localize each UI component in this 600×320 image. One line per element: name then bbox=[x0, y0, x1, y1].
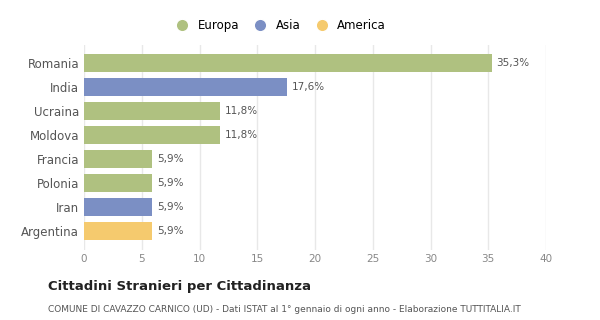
Text: COMUNE DI CAVAZZO CARNICO (UD) - Dati ISTAT al 1° gennaio di ogni anno - Elabora: COMUNE DI CAVAZZO CARNICO (UD) - Dati IS… bbox=[48, 305, 521, 314]
Text: 5,9%: 5,9% bbox=[157, 226, 183, 236]
Bar bbox=[84, 150, 152, 168]
Bar bbox=[84, 198, 152, 216]
Bar bbox=[84, 54, 492, 72]
Legend: Europa, Asia, America: Europa, Asia, America bbox=[167, 16, 389, 36]
Text: Cittadini Stranieri per Cittadinanza: Cittadini Stranieri per Cittadinanza bbox=[48, 280, 311, 292]
Text: 11,8%: 11,8% bbox=[225, 106, 258, 116]
Text: 5,9%: 5,9% bbox=[157, 154, 183, 164]
Text: 11,8%: 11,8% bbox=[225, 130, 258, 140]
Text: 17,6%: 17,6% bbox=[292, 82, 325, 92]
Bar bbox=[84, 222, 152, 240]
Bar bbox=[84, 78, 287, 96]
Bar bbox=[84, 102, 220, 120]
Text: 5,9%: 5,9% bbox=[157, 202, 183, 212]
Text: 35,3%: 35,3% bbox=[496, 58, 529, 68]
Text: 5,9%: 5,9% bbox=[157, 178, 183, 188]
Bar bbox=[84, 126, 220, 144]
Bar bbox=[84, 174, 152, 192]
